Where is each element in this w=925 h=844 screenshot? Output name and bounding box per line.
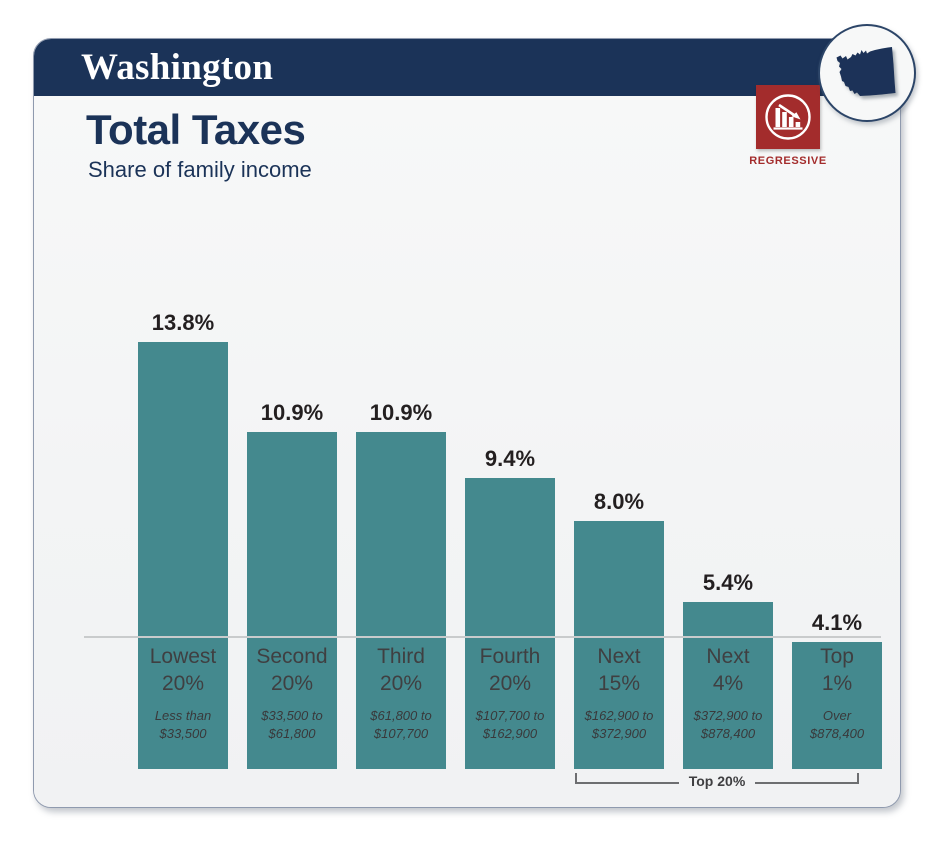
income-range-line2: $878,400	[700, 726, 756, 741]
bar-value-label: 10.9%	[260, 400, 324, 425]
bar	[574, 521, 664, 769]
x-axis-group-line1: Next	[706, 645, 750, 668]
washington-state-map-icon	[836, 47, 896, 96]
bar-column: 5.4%	[681, 209, 775, 769]
x-axis-tick: Fourth 20% $107,700 to $162,900	[455, 643, 565, 743]
x-axis-group-line1: Top	[820, 645, 854, 668]
top-20-bracket: Top 20%	[575, 773, 859, 793]
bar-value-label: 10.9%	[369, 400, 433, 425]
x-axis-group-label: Top 1%	[782, 643, 892, 697]
income-range-line1: $372,900 to	[693, 708, 763, 723]
bar	[247, 432, 337, 769]
x-axis-group-label: Third 20%	[346, 643, 456, 697]
state-chart-card: Washington Total Taxes Share of family i…	[33, 38, 901, 808]
x-axis-group-line1: Third	[377, 645, 425, 668]
footer-logos: ITEP INSTITUTE ON TAXATION AND ECONOMIC …	[644, 807, 874, 808]
income-range-line2: $61,800	[268, 726, 316, 741]
x-axis-group-label: Lowest 20%	[128, 643, 238, 697]
x-axis-tick: Next 4% $372,900 to $878,400	[673, 643, 783, 743]
x-axis-group-line2: 4%	[712, 672, 744, 695]
x-axis-group-label: Second 20%	[237, 643, 347, 697]
x-axis-group-label: Next 15%	[564, 643, 674, 697]
x-axis-income-range: $372,900 to $878,400	[673, 707, 783, 743]
x-axis-income-range: Less than $33,500	[128, 707, 238, 743]
income-range-line1: $107,700 to	[475, 708, 545, 723]
x-axis-labels: Lowest 20% Less than $33,500 Second 20% …	[86, 643, 900, 763]
x-axis-tick: Third 20% $61,800 to $107,700	[346, 643, 456, 743]
x-axis-group-line2: 20%	[488, 672, 532, 695]
x-axis-income-range: $162,900 to $372,900	[564, 707, 674, 743]
x-axis-income-range: Over $878,400	[782, 707, 892, 743]
x-axis-group-label: Fourth 20%	[455, 643, 565, 697]
bar	[138, 342, 228, 769]
x-axis-group-line1: Second	[256, 645, 328, 668]
status-badge-label: REGRESSIVE	[749, 155, 827, 167]
income-range-line1: Less than	[154, 708, 212, 723]
bar-column: 9.4%	[463, 209, 557, 769]
bar-chart-plot: 13.8% 10.9% 10.9% 9.4% 8.0% 5.4%	[86, 209, 900, 769]
bar-value-label: 5.4%	[702, 570, 754, 595]
income-range-line1: $33,500 to	[261, 708, 323, 723]
status-badge: REGRESSIVE	[722, 85, 854, 167]
bracket-line-right	[755, 782, 859, 784]
declining-bars-arrow-icon	[765, 94, 811, 140]
x-axis-income-range: $61,800 to $107,700	[346, 707, 456, 743]
x-axis-group-line2: 20%	[379, 672, 423, 695]
bar-value-label: 8.0%	[593, 489, 645, 514]
bar	[683, 602, 773, 769]
state-map-badge	[818, 24, 916, 122]
income-range-line2: $162,900	[482, 726, 538, 741]
card-header-bar: Washington	[34, 39, 900, 98]
bar-value-label: 4.1%	[811, 610, 863, 635]
bar-column: 10.9%	[245, 209, 339, 769]
bar-column: 4.1%	[790, 209, 884, 769]
bracket-tick-right	[857, 773, 859, 784]
bracket-tick-left	[575, 773, 577, 784]
x-axis-income-range: $107,700 to $162,900	[455, 707, 565, 743]
x-axis-group-line1: Lowest	[149, 645, 217, 668]
x-axis-tick: Top 1% Over $878,400	[782, 643, 892, 743]
x-axis-group-line2: 20%	[270, 672, 314, 695]
x-axis-tick: Lowest 20% Less than $33,500	[128, 643, 238, 743]
x-axis-group-line1: Next	[597, 645, 641, 668]
x-axis-group-line2: 20%	[161, 672, 205, 695]
x-axis-group-line2: 1%	[821, 672, 853, 695]
axis-baseline	[84, 636, 881, 638]
income-range-line2: $372,900	[591, 726, 647, 741]
income-range-line2: $107,700	[373, 726, 429, 741]
x-axis-group-line1: Fourth	[479, 645, 541, 668]
income-range-line1: $61,800 to	[370, 708, 432, 723]
bar-value-label: 13.8%	[151, 310, 215, 335]
regressive-icon-box	[756, 85, 820, 149]
income-range-line2: $33,500	[159, 726, 207, 741]
bar	[792, 642, 882, 769]
page-subtitle: Share of family income	[88, 157, 312, 182]
state-name: Washington	[81, 47, 274, 88]
income-range-line1: Over	[822, 708, 852, 723]
bar	[356, 432, 446, 769]
page-title: Total Taxes	[86, 106, 306, 153]
bar-column: 10.9%	[354, 209, 448, 769]
x-axis-group-label: Next 4%	[673, 643, 783, 697]
bracket-line-left	[575, 782, 679, 784]
x-axis-tick: Second 20% $33,500 to $61,800	[237, 643, 347, 743]
income-range-line2: $878,400	[809, 726, 865, 741]
x-axis-tick: Next 15% $162,900 to $372,900	[564, 643, 674, 743]
bar-column: 13.8%	[136, 209, 230, 769]
bar-column: 8.0%	[572, 209, 666, 769]
bar	[465, 478, 555, 769]
bar-value-label: 9.4%	[484, 446, 536, 471]
bracket-label: Top 20%	[688, 773, 746, 789]
income-range-line1: $162,900 to	[584, 708, 654, 723]
x-axis-group-line2: 15%	[597, 672, 641, 695]
x-axis-income-range: $33,500 to $61,800	[237, 707, 347, 743]
